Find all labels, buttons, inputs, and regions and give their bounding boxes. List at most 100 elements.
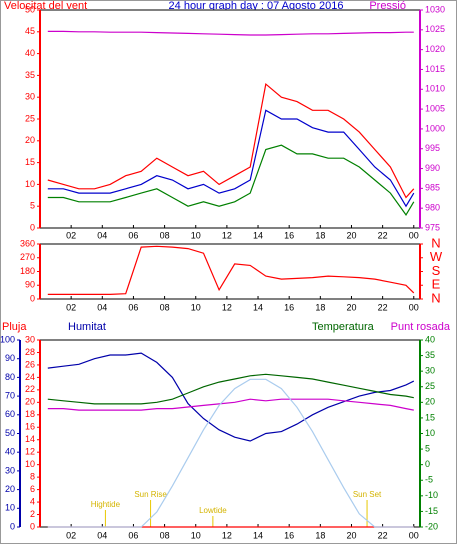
x-tick-label: 02 bbox=[66, 530, 76, 540]
x-tick-label: 14 bbox=[253, 530, 263, 540]
y-tick-label: 50 bbox=[25, 4, 35, 14]
y-tick-label: 1025 bbox=[425, 24, 445, 34]
wind-label: Velocitat del vent bbox=[4, 0, 87, 12]
x-tick-label: 22 bbox=[378, 230, 388, 240]
x-tick-label: 18 bbox=[315, 302, 325, 312]
y-tick-label: 10 bbox=[25, 179, 35, 189]
y-tick-label: 25 bbox=[25, 113, 35, 123]
y-tick-label: 980 bbox=[425, 203, 440, 213]
series-line bbox=[47, 109, 415, 208]
y-tick-label: 4 bbox=[30, 496, 35, 506]
y-tick-label: 1030 bbox=[425, 4, 445, 14]
y-tick-label: 30 bbox=[5, 465, 15, 475]
series-line bbox=[47, 398, 414, 411]
x-tick-label: 08 bbox=[160, 530, 170, 540]
y-tick-label: 35 bbox=[425, 350, 435, 360]
series-line bbox=[47, 352, 415, 442]
y-tick-label: 20 bbox=[25, 135, 35, 145]
dew-label: Punt rosada bbox=[391, 321, 451, 333]
y-tick-label: 20 bbox=[5, 484, 15, 494]
y-tick-label: 1000 bbox=[425, 123, 445, 133]
y-tick-label: 6 bbox=[30, 484, 35, 494]
y-tick-label: 0 bbox=[30, 293, 35, 303]
y-tick-label: 10 bbox=[425, 428, 435, 438]
y-tick-label: 1020 bbox=[425, 44, 445, 54]
y-tick-label: 35 bbox=[25, 70, 35, 80]
x-tick-label: 02 bbox=[66, 230, 76, 240]
x-tick-label: 20 bbox=[346, 230, 356, 240]
y-tick-label: N bbox=[431, 235, 440, 250]
y-tick-label: 0 bbox=[425, 459, 430, 469]
y-tick-label: 14 bbox=[25, 434, 35, 444]
y-tick-label: -20 bbox=[425, 521, 438, 531]
x-tick-label: 00 bbox=[409, 302, 419, 312]
x-tick-label: 04 bbox=[97, 302, 107, 312]
y-tick-label: 45 bbox=[25, 26, 35, 36]
x-tick-label: 00 bbox=[409, 530, 419, 540]
y-tick-label: 975 bbox=[425, 222, 440, 232]
x-tick-label: 00 bbox=[409, 230, 419, 240]
x-tick-label: 10 bbox=[191, 230, 201, 240]
annotation-label: Sun Set bbox=[353, 490, 382, 499]
y-tick-label: 180 bbox=[20, 266, 35, 276]
temperature-label: Temperatura bbox=[312, 321, 375, 333]
x-tick-label: 18 bbox=[315, 530, 325, 540]
y-tick-label: 5 bbox=[30, 201, 35, 211]
x-tick-label: 16 bbox=[284, 230, 294, 240]
x-tick-label: 10 bbox=[191, 302, 201, 312]
x-tick-label: 22 bbox=[378, 302, 388, 312]
y-tick-label: 1005 bbox=[425, 103, 445, 113]
y-tick-label: W bbox=[430, 249, 443, 264]
y-tick-label: 8 bbox=[30, 472, 35, 482]
y-tick-label: 100 bbox=[0, 334, 15, 344]
y-tick-label: 10 bbox=[5, 503, 15, 513]
x-tick-label: 16 bbox=[284, 530, 294, 540]
y-tick-label: N bbox=[431, 290, 440, 305]
y-tick-label: 90 bbox=[5, 353, 15, 363]
y-tick-label: 990 bbox=[425, 163, 440, 173]
x-tick-label: 14 bbox=[253, 302, 263, 312]
y-tick-label: 40 bbox=[25, 48, 35, 58]
series-line bbox=[47, 144, 415, 216]
series-line bbox=[47, 245, 415, 295]
y-tick-label: 90 bbox=[25, 280, 35, 290]
y-tick-label: 60 bbox=[5, 409, 15, 419]
y-tick-label: 50 bbox=[5, 428, 15, 438]
x-tick-label: 04 bbox=[97, 230, 107, 240]
y-tick-label: 30 bbox=[25, 92, 35, 102]
y-tick-label: 0 bbox=[10, 521, 15, 531]
x-tick-label: 12 bbox=[222, 302, 232, 312]
annotation-label: Sun Rise bbox=[134, 490, 167, 499]
y-tick-label: 995 bbox=[425, 143, 440, 153]
annotation-label: Hightide bbox=[91, 500, 121, 509]
y-tick-label: 40 bbox=[425, 334, 435, 344]
y-tick-label: E bbox=[432, 277, 441, 292]
x-tick-label: 02 bbox=[66, 302, 76, 312]
series-line bbox=[47, 82, 415, 199]
x-tick-label: 14 bbox=[253, 230, 263, 240]
y-tick-label: 0 bbox=[30, 222, 35, 232]
y-tick-label: 12 bbox=[25, 447, 35, 457]
plot-area bbox=[39, 339, 421, 528]
y-tick-label: 270 bbox=[20, 252, 35, 262]
pressure-label: Pressió bbox=[369, 0, 406, 12]
y-tick-label: 20 bbox=[425, 397, 435, 407]
x-tick-label: 08 bbox=[160, 230, 170, 240]
x-tick-label: 06 bbox=[128, 230, 138, 240]
y-tick-label: 15 bbox=[25, 157, 35, 167]
y-tick-label: 1015 bbox=[425, 64, 445, 74]
y-tick-label: 24 bbox=[25, 372, 35, 382]
x-tick-label: 18 bbox=[315, 230, 325, 240]
y-tick-label: 15 bbox=[425, 412, 435, 422]
x-tick-label: 16 bbox=[284, 302, 294, 312]
rain-label: Pluja bbox=[2, 321, 27, 333]
x-tick-label: 06 bbox=[128, 302, 138, 312]
x-tick-label: 04 bbox=[97, 530, 107, 540]
x-tick-label: 20 bbox=[346, 302, 356, 312]
y-tick-label: S bbox=[432, 263, 441, 278]
plot-area bbox=[39, 9, 421, 229]
y-tick-label: -10 bbox=[425, 490, 438, 500]
x-tick-label: 22 bbox=[378, 530, 388, 540]
y-tick-label: -5 bbox=[425, 475, 433, 485]
